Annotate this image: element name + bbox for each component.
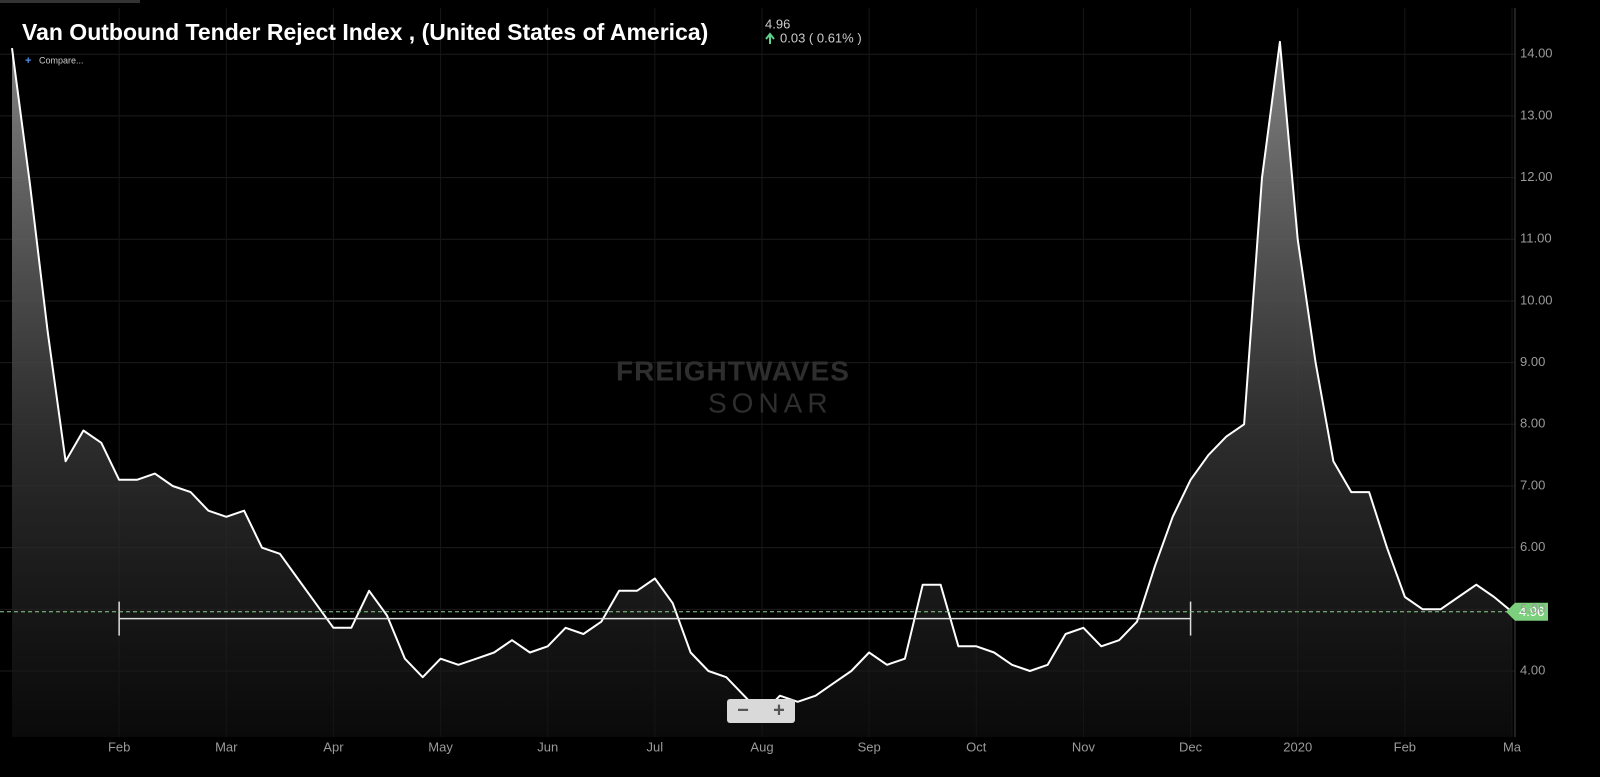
x-tick-label: Jul <box>647 739 664 754</box>
compare-icon: + <box>25 55 31 67</box>
y-tick-label: 12.00 <box>1520 169 1553 184</box>
last-value-badge-label: 4.96 <box>1519 604 1544 619</box>
x-tick-label: May <box>428 739 453 754</box>
area <box>12 41 1512 737</box>
watermark-sub: SONAR <box>708 387 833 418</box>
watermark: FREIGHTWAVES <box>616 355 850 386</box>
area-layer <box>12 41 1512 737</box>
x-tick-label: Aug <box>750 739 773 754</box>
zoom-out[interactable]: − <box>737 699 749 721</box>
x-tick-label: Feb <box>1394 739 1416 754</box>
zoom-panel <box>727 699 795 723</box>
y-tick-label: 6.00 <box>1520 539 1545 554</box>
x-tick-label: Feb <box>108 739 130 754</box>
y-tick-label: 7.00 <box>1520 477 1545 492</box>
tab-edge <box>0 0 140 3</box>
x-tick-label: Jun <box>537 739 558 754</box>
up-arrow <box>765 32 775 44</box>
x-tick-label: Oct <box>966 739 987 754</box>
x-tick-label: 2020 <box>1283 739 1312 754</box>
x-tick-label: Mar <box>215 739 238 754</box>
x-tick-label: Apr <box>323 739 344 754</box>
y-tick-label: 11.00 <box>1520 231 1552 246</box>
y-tick-label: 14.00 <box>1520 46 1553 61</box>
chart-title: Van Outbound Tender Reject Index , (Unit… <box>22 19 708 45</box>
y-tick-label: 4.00 <box>1520 662 1545 677</box>
y-tick-label: 13.00 <box>1520 107 1553 122</box>
compare-button[interactable]: + Compare... <box>25 55 84 67</box>
y-tick-label: 5.00 <box>1520 601 1545 616</box>
y-tick-label: 10.00 <box>1520 292 1553 307</box>
x-tick-label: Ma <box>1503 739 1522 754</box>
x-tick-label: Sep <box>858 739 881 754</box>
change: 0.03 ( 0.61% ) <box>780 30 862 45</box>
compare-label: Compare... <box>39 55 84 65</box>
x-tick-label: Nov <box>1072 739 1096 754</box>
zoom-in[interactable]: + <box>773 699 785 721</box>
y-tick-label: 8.00 <box>1520 416 1545 431</box>
y-tick-label: 9.00 <box>1520 354 1545 369</box>
last-value-badge <box>1506 602 1548 621</box>
x-tick-label: Dec <box>1179 739 1203 754</box>
last-value: 4.96 <box>765 16 790 31</box>
